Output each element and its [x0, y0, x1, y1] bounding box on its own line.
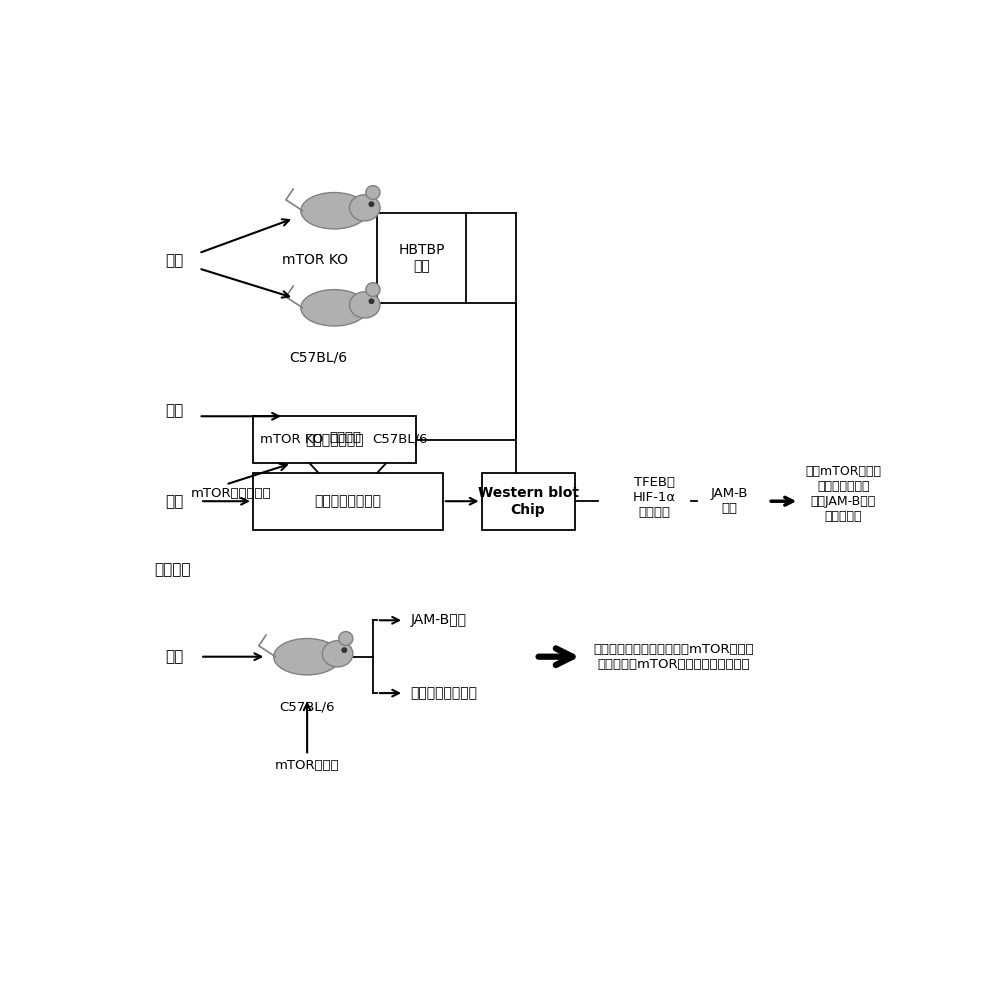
- Text: 曲精小管支持细胞: 曲精小管支持细胞: [314, 494, 381, 508]
- Ellipse shape: [301, 192, 368, 229]
- Text: JAM-B
水平: JAM-B 水平: [711, 488, 748, 515]
- Text: mTOR刺激性单抗: mTOR刺激性单抗: [191, 488, 272, 500]
- Ellipse shape: [350, 195, 380, 221]
- Circle shape: [341, 647, 347, 653]
- Text: mTOR KO: mTOR KO: [260, 432, 323, 446]
- Bar: [377, 213, 466, 302]
- Text: 低氧: 低氧: [165, 493, 184, 508]
- Text: JAM-B水平: JAM-B水平: [410, 614, 466, 627]
- Text: Western blot
Chip: Western blot Chip: [478, 487, 578, 517]
- Ellipse shape: [274, 638, 341, 675]
- Ellipse shape: [301, 290, 368, 326]
- Text: mTOR KO: mTOR KO: [282, 253, 348, 267]
- Text: 佐证缺氧性血睾屏障通透中mTOR的重要
作用，明确mTOR重组蛋白的治疗意义: 佐证缺氧性血睾屏障通透中mTOR的重要 作用，明确mTOR重组蛋白的治疗意义: [594, 642, 755, 671]
- Text: 分离培养: 分离培养: [330, 431, 362, 444]
- Text: 低氧: 低氧: [165, 403, 184, 418]
- Ellipse shape: [322, 640, 353, 667]
- Ellipse shape: [366, 185, 380, 199]
- Circle shape: [368, 201, 374, 207]
- Bar: [253, 473, 443, 530]
- Bar: [253, 417, 416, 463]
- Ellipse shape: [339, 631, 353, 645]
- Circle shape: [368, 298, 374, 304]
- Ellipse shape: [350, 292, 380, 318]
- Text: TFEB和
HIF-1α
活化程度: TFEB和 HIF-1α 活化程度: [633, 476, 676, 519]
- Text: 小鼠支持细胞系: 小鼠支持细胞系: [305, 432, 364, 447]
- Text: mTOR激动剂: mTOR激动剂: [275, 759, 339, 772]
- Text: HBTBP
模型: HBTBP 模型: [398, 242, 445, 273]
- Ellipse shape: [366, 283, 380, 296]
- Text: C57BL/6: C57BL/6: [372, 432, 428, 446]
- Text: 低氧: 低氧: [165, 253, 184, 268]
- Text: C57BL/6: C57BL/6: [279, 700, 335, 713]
- Text: 曲精小管病损程度: 曲精小管病损程度: [410, 687, 477, 700]
- Bar: [482, 473, 574, 530]
- Text: 低氧: 低氧: [165, 649, 184, 664]
- Text: 明确mTOR在缺氧
性血睾屏障通透
中对JAM-B调节
作用的机制: 明确mTOR在缺氧 性血睾屏障通透 中对JAM-B调节 作用的机制: [805, 465, 881, 523]
- Text: 治疗研究: 治疗研究: [154, 562, 191, 577]
- Text: C57BL/6: C57BL/6: [290, 350, 348, 364]
